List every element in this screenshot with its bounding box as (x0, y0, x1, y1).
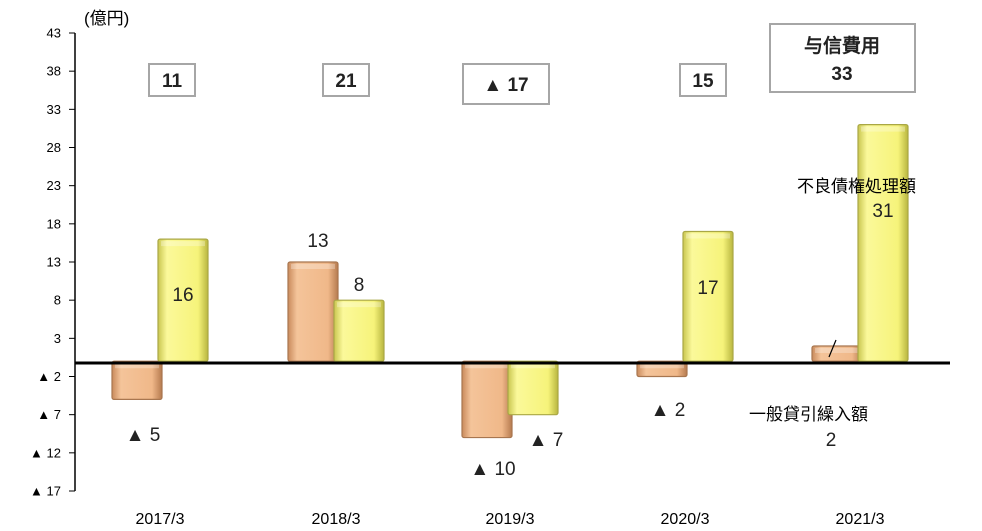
bar-general-provision (287, 261, 339, 362)
total-value: 11 (162, 71, 183, 92)
y-tick-label: 8 (54, 293, 61, 308)
bar-npl-disposal (507, 360, 559, 416)
bar-highlight (815, 347, 859, 353)
bar-general-provision (461, 360, 513, 439)
y-tick-label: 18 (47, 216, 61, 231)
y-tick-label: 23 (47, 178, 61, 193)
bar-npl-disposal (682, 230, 734, 362)
bar-highlight (291, 264, 335, 269)
y-tick-label: ▲ 12 (30, 445, 61, 460)
bar-highlight (511, 363, 555, 369)
total-value: 15 (692, 71, 714, 92)
data-label: 13 (307, 231, 328, 252)
y-tick-label: ▲ 17 (30, 484, 61, 499)
x-tick-label: 2019/3 (486, 511, 535, 528)
series-label-general: 一般貸引繰入額 (749, 405, 868, 424)
y-tick-label: ▲ 7 (37, 407, 61, 422)
data-labels: ▲ 5 13 ▲ 10 ▲ 2 2 16 8 ▲ 7 17 31 (126, 201, 894, 480)
bar-highlight (465, 363, 509, 369)
total-value: ▲ 17 (483, 75, 528, 96)
x-tick-label: 2017/3 (136, 511, 185, 528)
total-box (679, 63, 727, 97)
total-value: 21 (335, 71, 357, 92)
bar-highlight (640, 363, 684, 369)
bar-highlight (861, 126, 905, 132)
bars (111, 123, 909, 439)
data-label: 8 (354, 275, 365, 296)
total-box (322, 63, 370, 97)
total-box (148, 63, 196, 97)
bar-npl-disposal (157, 238, 209, 362)
bar-general-provision (111, 360, 163, 401)
data-label: ▲ 2 (651, 400, 686, 421)
total-box (462, 63, 550, 105)
bar-highlight (686, 233, 730, 239)
total-boxes: 11 21 ▲ 17 15 与信費用 33 (148, 23, 916, 105)
data-label: 17 (697, 278, 718, 299)
bar-npl-disposal (333, 299, 385, 362)
x-tick-label: 2018/3 (312, 511, 361, 528)
bar-general-provision (636, 360, 688, 378)
data-label: ▲ 10 (470, 459, 515, 480)
data-label: ▲ 7 (529, 430, 564, 451)
y-tick-label: 28 (47, 140, 61, 155)
y-axis: 43 38 33 28 23 18 13 8 3 ▲ 2 ▲ 7 ▲ 12 ▲ 17 (30, 26, 76, 499)
bar-highlight (337, 302, 381, 308)
total-value: 33 (831, 64, 852, 85)
bar-highlight (115, 363, 159, 369)
y-tick-label: 3 (54, 331, 61, 346)
bar-npl-disposal (857, 123, 909, 362)
x-axis-labels: 2017/3 2018/3 2019/3 2020/3 2021/3 (136, 511, 885, 528)
total-box-titled (769, 23, 916, 93)
data-label: 2 (826, 430, 837, 451)
bar-highlight (161, 241, 205, 247)
x-tick-label: 2021/3 (836, 511, 885, 528)
x-tick-label: 2020/3 (661, 511, 710, 528)
series-label-npl: 不良債権処理額 (797, 177, 916, 196)
y-unit-label: (億円) (84, 9, 129, 28)
data-label: ▲ 5 (126, 425, 161, 446)
total-title: 与信費用 (804, 34, 880, 57)
y-tick-label: 13 (47, 255, 61, 270)
y-tick-label: 33 (47, 102, 61, 117)
data-label: 16 (172, 285, 193, 306)
y-tick-label: 38 (47, 64, 61, 79)
y-tick-label: ▲ 2 (37, 369, 61, 384)
leader-line (828, 339, 837, 358)
data-label: 31 (872, 201, 893, 222)
y-tick-label: 43 (47, 26, 61, 41)
